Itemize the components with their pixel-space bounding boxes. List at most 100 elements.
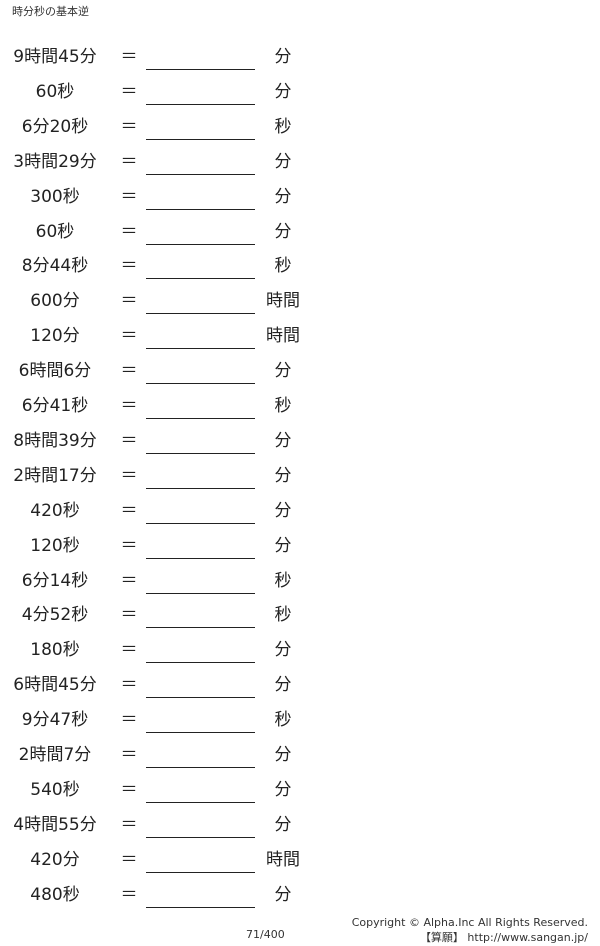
problem-row: 9分47秒 ＝ 秒 [0, 710, 600, 750]
problem-row: 9時間45分 ＝ 分 [0, 47, 600, 87]
answer-blank[interactable] [146, 103, 255, 105]
problem-row: 480秒 ＝ 分 [0, 885, 600, 925]
answer-unit: 分 [274, 430, 292, 451]
answer-blank[interactable] [146, 243, 255, 245]
problem-row: 2時間17分 ＝ 分 [0, 466, 600, 506]
equals-sign: ＝ [120, 186, 138, 207]
answer-blank[interactable] [146, 348, 255, 350]
answer-blank[interactable] [146, 313, 255, 315]
answer-blank[interactable] [146, 69, 255, 70]
problem-question: 8分44秒 [21, 256, 89, 277]
equals-sign: ＝ [120, 396, 138, 416]
problem-question: 4時間55分 [13, 814, 97, 835]
answer-blank[interactable] [146, 732, 255, 734]
problem-question: 60秒 [35, 221, 75, 242]
equals-sign: ＝ [120, 47, 138, 67]
equals-sign: ＝ [120, 779, 138, 800]
answer-unit: 分 [274, 186, 292, 207]
problem-row: 6時間6分 ＝ 分 [0, 361, 600, 401]
equals-sign: ＝ [120, 221, 138, 242]
equals-sign: ＝ [120, 814, 138, 835]
problem-question: 6時間45分 [13, 675, 97, 696]
problem-row: 4時間55分 ＝ 分 [0, 815, 600, 855]
answer-unit: 分 [274, 814, 292, 835]
equals-sign: ＝ [120, 430, 138, 451]
problem-row: 600分 ＝ 時間 [0, 291, 600, 331]
answer-blank[interactable] [146, 906, 255, 908]
problem-row: 6時間45分 ＝ 分 [0, 675, 600, 715]
worksheet-title: 時分秒の基本逆 [12, 5, 89, 18]
problem-question: 420分 [30, 849, 80, 870]
answer-unit: 秒 [274, 605, 292, 626]
problem-row: 8分44秒 ＝ 秒 [0, 256, 600, 296]
problem-row: 6分41秒 ＝ 秒 [0, 396, 600, 436]
answer-blank[interactable] [146, 871, 255, 873]
answer-unit: 分 [274, 221, 292, 242]
problem-row: 3時間29分 ＝ 分 [0, 152, 600, 192]
equals-sign: ＝ [120, 151, 138, 172]
problem-row: 180秒 ＝ 分 [0, 640, 600, 680]
problem-question: 6分20秒 [21, 116, 89, 137]
equals-sign: ＝ [120, 884, 138, 905]
problem-row: 6分20秒 ＝ 秒 [0, 117, 600, 157]
problem-question: 420秒 [30, 500, 80, 521]
problem-row: 8時間39分 ＝ 分 [0, 431, 600, 471]
answer-unit: 分 [274, 535, 292, 556]
page-number: 71/400 [246, 928, 285, 941]
answer-blank[interactable] [146, 487, 255, 489]
problem-row: 6分14秒 ＝ 秒 [0, 571, 600, 611]
problem-question: 480秒 [30, 884, 80, 905]
answer-blank[interactable] [146, 801, 255, 803]
answer-blank[interactable] [146, 557, 255, 559]
answer-blank[interactable] [146, 173, 255, 175]
problem-question: 6時間6分 [18, 361, 92, 382]
equals-sign: ＝ [120, 535, 138, 556]
problem-question: 9時間45分 [13, 47, 97, 67]
answer-blank[interactable] [146, 208, 255, 210]
answer-blank[interactable] [146, 592, 255, 594]
answer-unit: 分 [274, 465, 292, 486]
answer-unit: 秒 [274, 256, 292, 277]
problem-row: 120分 ＝ 時間 [0, 326, 600, 366]
equals-sign: ＝ [120, 326, 138, 347]
answer-unit: 分 [274, 779, 292, 800]
answer-blank[interactable] [146, 452, 255, 454]
answer-blank[interactable] [146, 697, 255, 699]
equals-sign: ＝ [120, 500, 138, 521]
answer-unit: 分 [274, 361, 292, 382]
equals-sign: ＝ [120, 256, 138, 277]
problem-row: 2時間7分 ＝ 分 [0, 745, 600, 785]
answer-blank[interactable] [146, 522, 255, 524]
problem-question: 4分52秒 [21, 605, 89, 626]
equals-sign: ＝ [120, 465, 138, 486]
answer-blank[interactable] [146, 662, 255, 664]
problem-row: 60秒 ＝ 分 [0, 222, 600, 262]
answer-unit: 分 [274, 500, 292, 521]
answer-unit: 分 [274, 675, 292, 696]
problem-question: 300秒 [30, 186, 80, 207]
answer-blank[interactable] [146, 836, 255, 838]
equals-sign: ＝ [120, 675, 138, 696]
answer-unit: 分 [274, 745, 292, 765]
equals-sign: ＝ [120, 81, 138, 102]
equals-sign: ＝ [120, 745, 138, 765]
copyright-block: Copyright © Alpha.Inc All Rights Reserve… [352, 915, 588, 945]
answer-blank[interactable] [146, 418, 255, 419]
answer-blank[interactable] [146, 138, 255, 140]
answer-unit: 秒 [274, 116, 292, 137]
answer-blank[interactable] [146, 767, 255, 768]
copyright-text: Copyright © Alpha.Inc All Rights Reserve… [351, 916, 588, 929]
problem-question: 3時間29分 [13, 151, 97, 172]
problem-question: 6分14秒 [21, 570, 89, 591]
answer-blank[interactable] [146, 383, 255, 385]
answer-unit: 分 [274, 884, 292, 905]
problem-row: 120秒 ＝ 分 [0, 536, 600, 576]
answer-blank[interactable] [146, 627, 255, 629]
answer-blank[interactable] [146, 278, 255, 280]
problem-question: 120分 [30, 326, 80, 347]
equals-sign: ＝ [120, 710, 138, 731]
answer-unit: 時間 [266, 849, 300, 870]
equals-sign: ＝ [120, 849, 138, 870]
problem-question: 180秒 [30, 640, 80, 661]
